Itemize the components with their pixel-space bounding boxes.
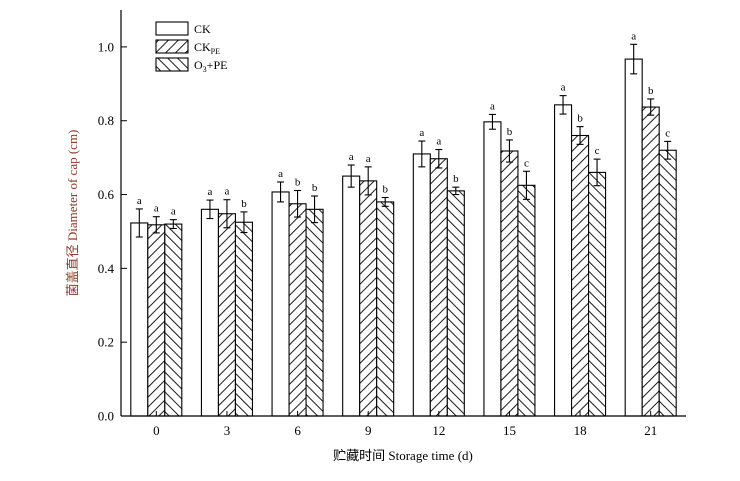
bar xyxy=(217,213,236,417)
x-axis-title: 贮藏时间 Storage time (d) xyxy=(333,448,473,463)
legend-label-tail: +PE xyxy=(207,58,228,72)
y-tick-label: 0.0 xyxy=(98,409,114,424)
significance-label: a xyxy=(154,203,159,215)
bar xyxy=(483,121,502,417)
bar xyxy=(288,203,307,417)
bar xyxy=(376,201,395,417)
y-tick-label: 0.8 xyxy=(98,113,114,128)
bar xyxy=(412,153,431,417)
legend-swatch xyxy=(155,21,189,36)
bar xyxy=(658,149,677,417)
x-tick-label: 18 xyxy=(574,423,587,438)
x-axis-ticks: 0 3 6 9 12 15 18 21 xyxy=(153,411,657,438)
legend-swatch xyxy=(155,39,189,54)
significance-label: a xyxy=(171,206,176,218)
bar xyxy=(342,175,361,417)
x-tick-label: 21 xyxy=(644,423,657,438)
bar xyxy=(200,208,219,417)
bar xyxy=(641,106,660,417)
bar xyxy=(271,191,290,417)
significance-label: b xyxy=(312,182,318,194)
legend-label-subscript: 3 xyxy=(203,65,207,74)
significance-label: b xyxy=(648,85,654,97)
significance-label: c xyxy=(524,157,529,169)
significance-label: a xyxy=(207,186,212,198)
x-tick-label: 15 xyxy=(503,423,516,438)
significance-label: a xyxy=(419,127,424,139)
bar xyxy=(588,171,607,417)
legend-label-main: CK xyxy=(194,40,211,54)
legend-label: CKPE xyxy=(194,40,220,56)
bar xyxy=(446,190,465,417)
y-tick-label: 0.2 xyxy=(98,335,114,350)
significance-label: b xyxy=(295,176,301,188)
x-tick-label: 0 xyxy=(153,423,160,438)
bar xyxy=(517,184,536,417)
significance-label: c xyxy=(595,145,600,157)
legend-swatch xyxy=(155,57,189,72)
significance-label: b xyxy=(382,183,388,195)
x-tick-label: 9 xyxy=(365,423,372,438)
bar xyxy=(130,222,149,417)
significance-label: c xyxy=(665,127,670,139)
significance-label: a xyxy=(366,153,371,165)
legend-label: CK xyxy=(194,22,211,36)
significance-label: a xyxy=(349,151,354,163)
bar xyxy=(500,150,519,417)
legend-label-main: CK xyxy=(194,22,211,36)
y-axis-ticks: 0.0 0.2 0.4 0.6 0.8 1.0 xyxy=(98,39,127,424)
legend-label: O3+PE xyxy=(194,58,227,74)
significance-label: b xyxy=(453,173,459,185)
significance-label: a xyxy=(436,136,441,148)
legend-label-main: O xyxy=(194,58,203,72)
y-tick-label: 1.0 xyxy=(98,39,114,54)
significance-label: b xyxy=(507,126,513,138)
significance-label: a xyxy=(224,186,229,198)
bar xyxy=(624,58,643,417)
significance-label: b xyxy=(241,198,247,210)
y-axis-title: 菌盖直径 Diameter of cap (cm) xyxy=(65,130,80,297)
bar xyxy=(147,224,166,417)
significance-label: a xyxy=(490,100,495,112)
y-tick-label: 0.4 xyxy=(98,261,115,276)
x-tick-label: 12 xyxy=(432,423,445,438)
significance-label: a xyxy=(137,195,142,207)
significance-label: b xyxy=(577,113,583,125)
bar xyxy=(234,221,253,417)
legend-label-subscript: PE xyxy=(211,47,220,56)
bar xyxy=(429,158,448,417)
significance-label: a xyxy=(278,168,283,180)
bar xyxy=(359,180,378,417)
bar xyxy=(305,208,324,417)
x-tick-label: 6 xyxy=(294,423,301,438)
x-tick-label: 3 xyxy=(224,423,231,438)
bar xyxy=(164,223,183,417)
bar xyxy=(571,134,590,417)
significance-label: a xyxy=(561,82,566,94)
bar xyxy=(554,104,573,417)
y-tick-label: 0.6 xyxy=(98,187,115,202)
significance-label: a xyxy=(631,30,636,42)
